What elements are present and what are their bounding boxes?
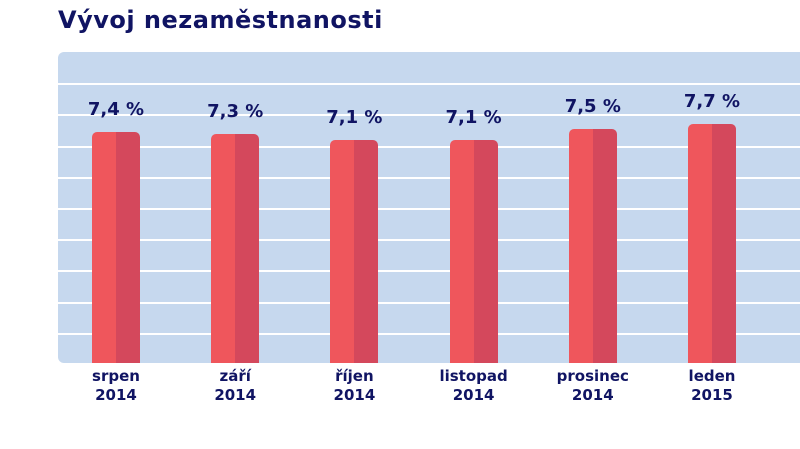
bar <box>688 123 736 363</box>
x-tick-month: leden <box>688 367 736 385</box>
x-tick-label: srpen 2014 <box>56 367 176 405</box>
plot-area <box>58 52 800 363</box>
x-tick-year: 2014 <box>95 386 137 404</box>
bar <box>449 139 498 363</box>
bar <box>92 131 140 363</box>
data-label: 7,5 % <box>564 96 621 118</box>
gridline <box>58 239 800 241</box>
gridline <box>58 333 800 335</box>
bar <box>330 139 379 363</box>
x-tick-month: listopad <box>439 367 508 385</box>
x-tick-label: prosinec 2014 <box>533 367 653 405</box>
x-tick-year: 2014 <box>333 386 376 404</box>
gridline <box>58 146 800 148</box>
x-tick-month: září <box>219 367 251 385</box>
data-label: 7,4 % <box>87 98 145 120</box>
x-tick-label: listopad 2014 <box>414 367 534 405</box>
x-tick-label: leden 2015 <box>652 367 772 405</box>
x-tick-year: 2015 <box>691 386 733 404</box>
x-tick-year: 2014 <box>214 386 257 404</box>
data-label: 7,3 % <box>207 101 264 123</box>
gridline <box>58 208 800 210</box>
gridline <box>58 270 800 272</box>
x-tick-label: září 2014 <box>175 367 295 405</box>
x-tick-month: srpen <box>92 367 140 385</box>
chart-title: Vývoj nezaměstnanosti <box>58 6 383 34</box>
x-tick-month: říjen <box>335 367 374 385</box>
bar <box>211 134 260 363</box>
data-label: 7,7 % <box>683 90 741 112</box>
x-tick-label: říjen 2014 <box>294 367 414 405</box>
gridline <box>58 83 800 85</box>
data-label: 7,1 % <box>326 106 383 128</box>
gridline <box>58 302 800 304</box>
gridline <box>58 177 800 179</box>
x-tick-year: 2014 <box>452 386 495 404</box>
bar <box>568 129 617 363</box>
data-label: 7,1 % <box>445 106 502 128</box>
x-tick-year: 2014 <box>571 386 614 404</box>
x-tick-month: prosinec <box>556 367 629 385</box>
gridline <box>58 114 800 116</box>
